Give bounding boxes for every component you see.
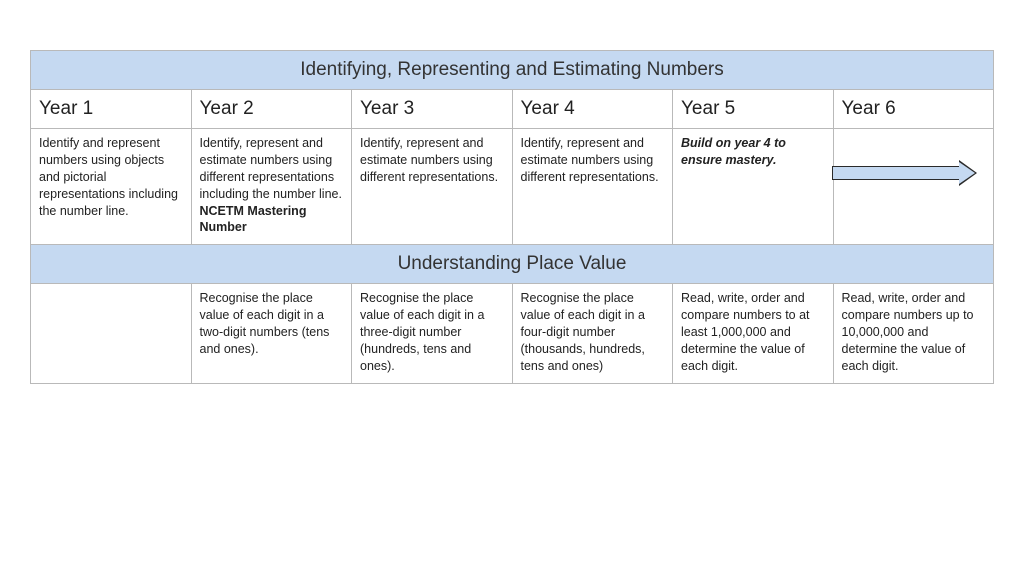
section-header-row: Identifying, Representing and Estimating… [31,51,994,90]
cell-text: Recognise the place value of each digit … [360,291,484,373]
section-title: Identifying, Representing and Estimating… [31,51,994,90]
cell-text: Identify and represent numbers using obj… [39,136,178,218]
content-cell: Identify, represent and estimate numbers… [352,129,513,245]
cell-text: Recognise the place value of each digit … [521,291,645,373]
content-row: Identify and represent numbers using obj… [31,129,994,245]
year-header-row: Year 1 Year 2 Year 3 Year 4 Year 5 Year … [31,90,994,129]
content-cell: Recognise the place value of each digit … [352,284,513,383]
content-cell: Build on year 4 to ensure mastery. [673,129,834,245]
year-header-cell: Year 2 [191,90,352,129]
content-cell: Identify, represent and estimate numbers… [191,129,352,245]
section-title: Understanding Place Value [31,245,994,284]
cell-italic-bold: Build on year 4 to ensure mastery. [681,136,786,167]
table-body: Identifying, Representing and Estimating… [31,51,994,384]
cell-bold-note: NCETM Mastering Number [200,204,307,235]
year-header-cell: Year 5 [673,90,834,129]
cell-text: Read, write, order and compare numbers t… [681,291,810,373]
content-cell: Read, write, order and compare numbers t… [673,284,834,383]
content-cell-arrow [833,129,994,245]
content-cell: Recognise the place value of each digit … [191,284,352,383]
content-cell [31,284,192,383]
cell-text: Read, write, order and compare numbers u… [842,291,974,373]
right-arrow-icon [832,160,982,186]
year-header-cell: Year 6 [833,90,994,129]
content-cell: Read, write, order and compare numbers u… [833,284,994,383]
year-header-cell: Year 3 [352,90,513,129]
page-container: Identifying, Representing and Estimating… [0,0,1024,404]
year-header-cell: Year 1 [31,90,192,129]
content-cell: Identify, represent and estimate numbers… [512,129,673,245]
content-cell: Identify and represent numbers using obj… [31,129,192,245]
cell-text: Recognise the place value of each digit … [200,291,330,356]
curriculum-table: Identifying, Representing and Estimating… [30,50,994,384]
section-header-row: Understanding Place Value [31,245,994,284]
year-header-cell: Year 4 [512,90,673,129]
content-row: Recognise the place value of each digit … [31,284,994,383]
cell-text: Identify, represent and estimate numbers… [360,136,498,184]
cell-text: Identify, represent and estimate numbers… [200,136,342,201]
cell-text: Identify, represent and estimate numbers… [521,136,659,184]
content-cell: Recognise the place value of each digit … [512,284,673,383]
